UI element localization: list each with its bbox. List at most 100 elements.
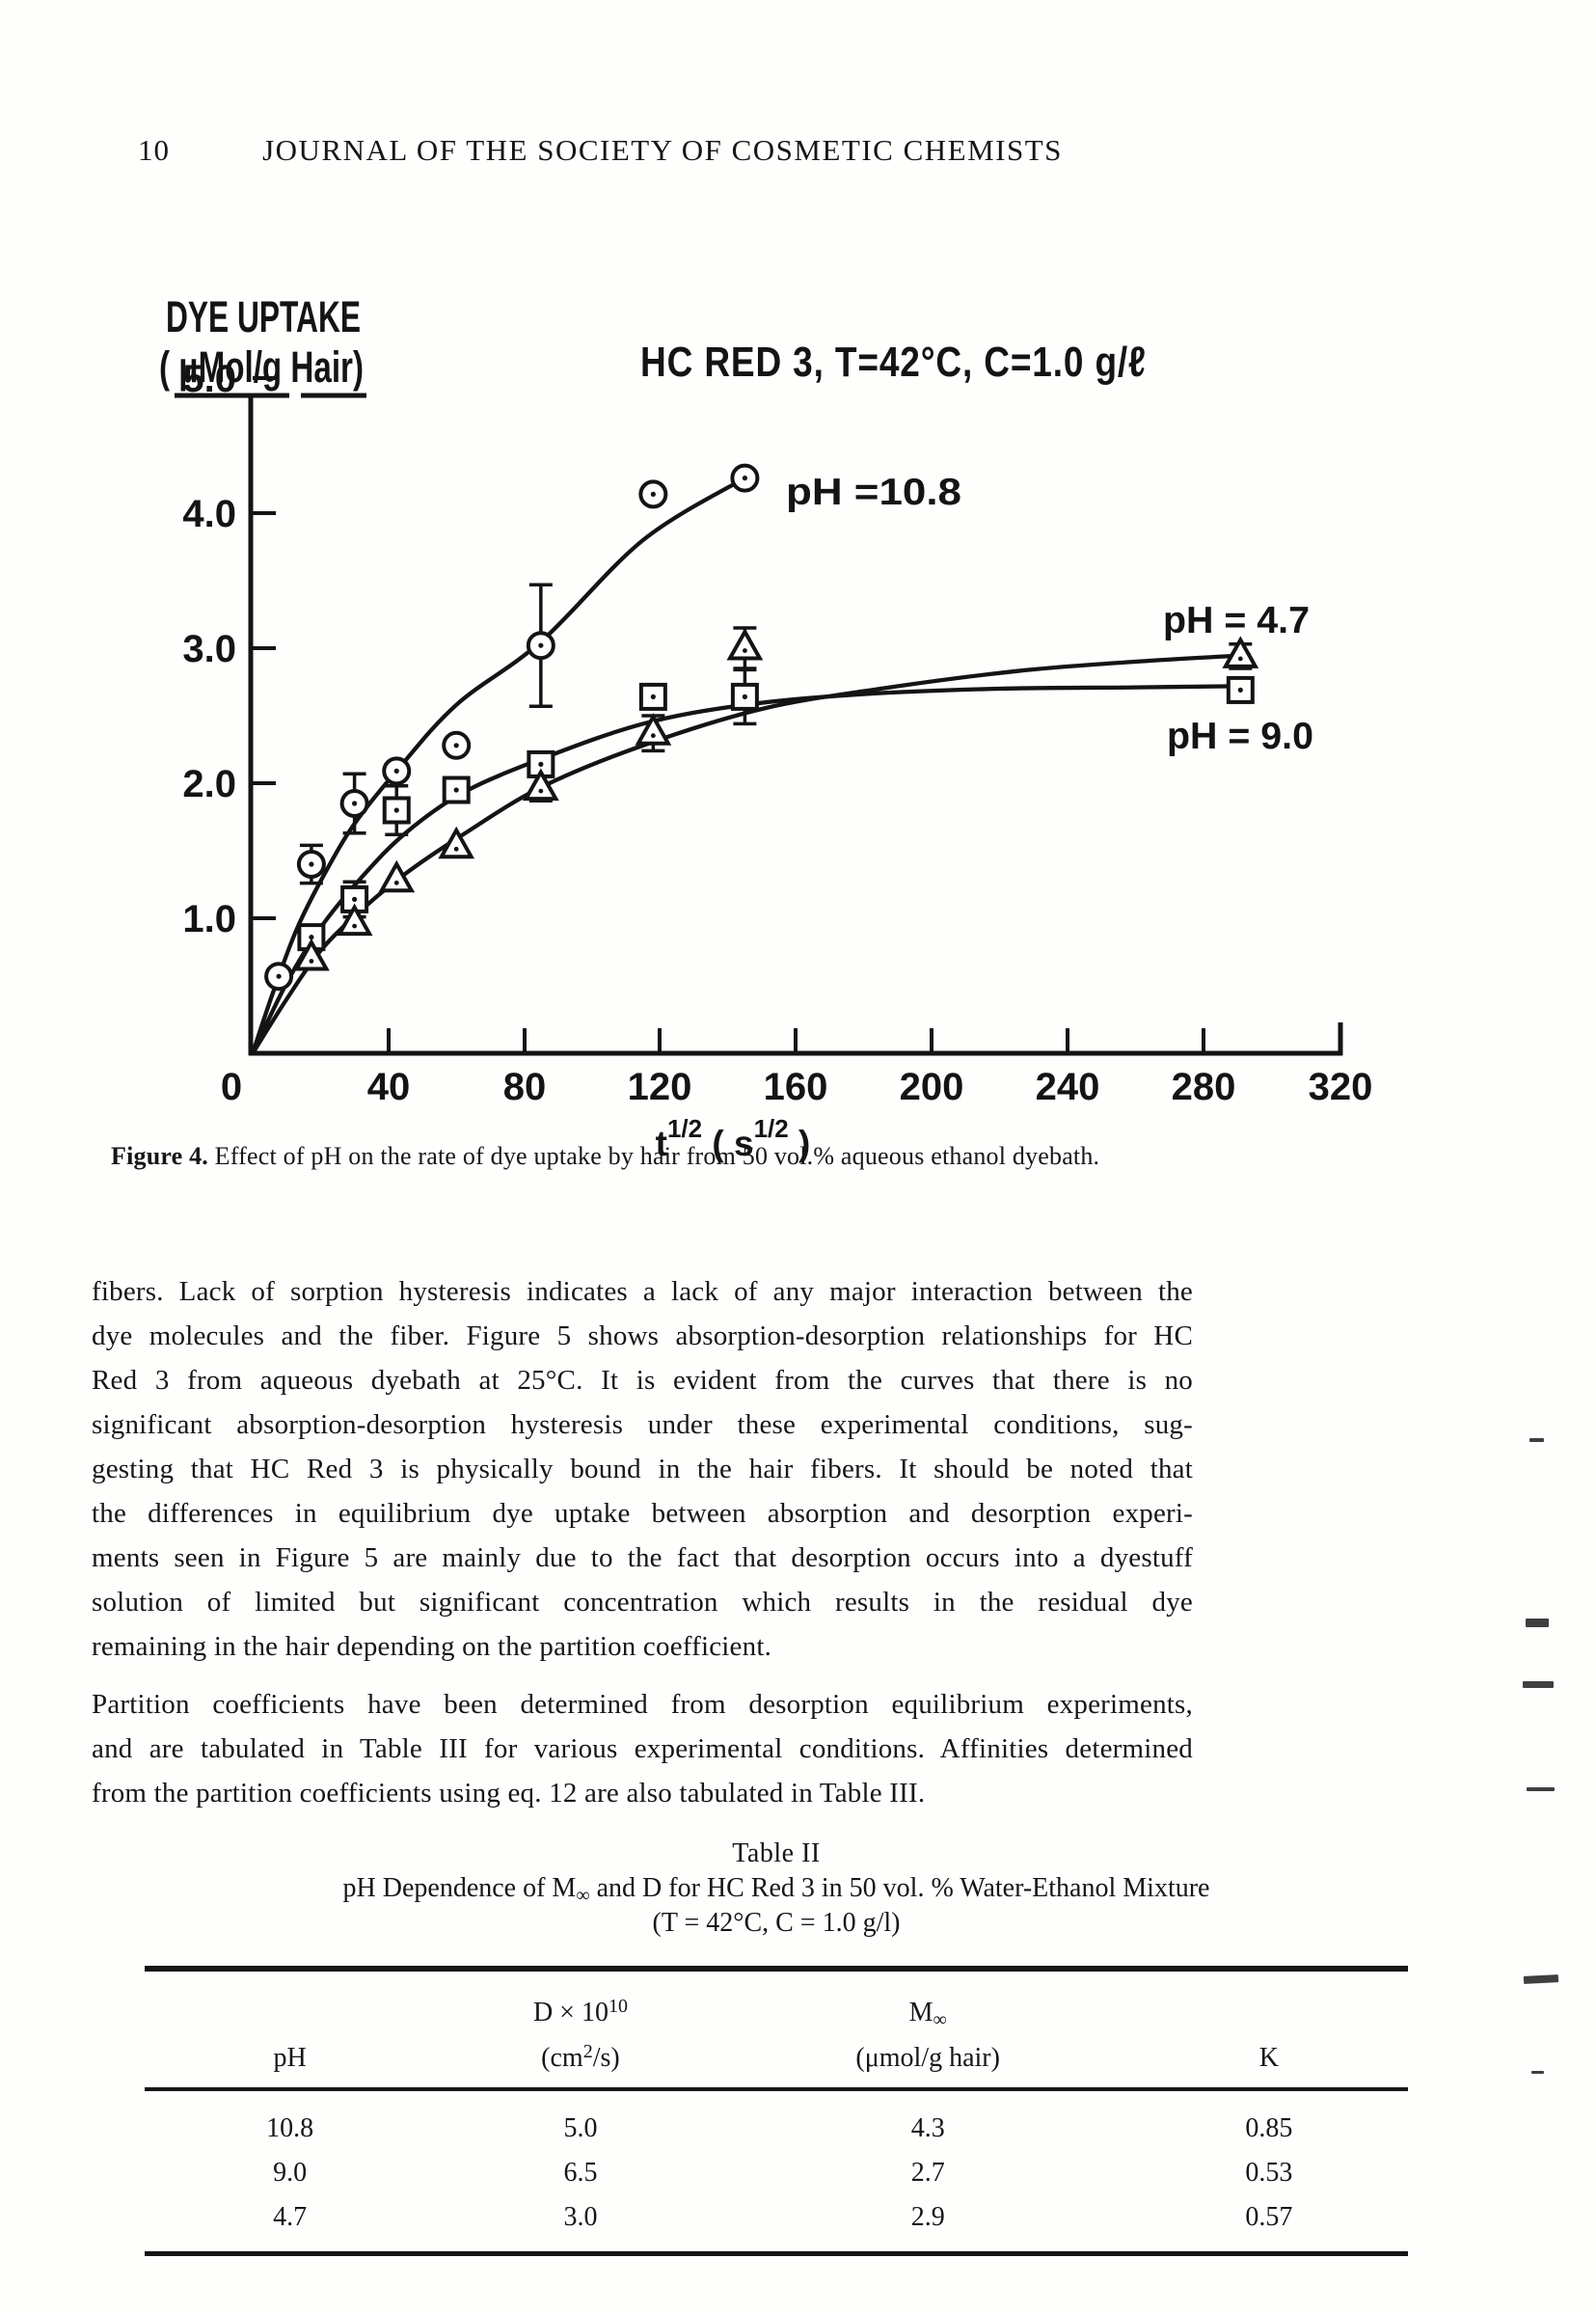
table-body: 10.8 5.0 4.3 0.85 9.0 6.5 2.7 0.53 4.7 3… xyxy=(145,2091,1408,2251)
y-axis-title-line1: DYE UPTAKE xyxy=(166,292,361,341)
marker-triangle xyxy=(635,713,672,746)
curve-pH-4.7 xyxy=(251,652,1252,1055)
y-axis-title-line2: ( μMol/g Hair) xyxy=(159,342,364,392)
x-axis-title: t1/2 ( s1/2 ) xyxy=(656,1114,811,1163)
table-row: 4.7 3.0 2.9 0.57 xyxy=(145,2195,1408,2240)
table-row: 9.0 6.5 2.7 0.53 xyxy=(145,2151,1408,2195)
table-header-row: pH D × 1010 (cm2/s) M∞ (μmol/g hair) K xyxy=(145,1972,1408,2087)
scan-artifact xyxy=(1526,1619,1549,1627)
paragraph-line: the differences in equilibrium dye uptak… xyxy=(92,1498,1193,1529)
marker-circle xyxy=(382,756,412,786)
marker-circle xyxy=(339,789,369,818)
paragraph-line: solution of limited but significant conc… xyxy=(92,1587,1193,1618)
paragraph-line: Red 3 from aqueous dyebath at 25°C. It i… xyxy=(92,1365,1193,1396)
table-2-subtitle-post: and D for HC Red 3 in 50 vol. % Water-Et… xyxy=(589,1873,1210,1903)
paragraph-line: significant absorption-desorption hyster… xyxy=(92,1409,1193,1440)
table-row: 10.8 5.0 4.3 0.85 xyxy=(145,2107,1408,2151)
marker-triangle xyxy=(726,627,764,661)
table-rule-top xyxy=(145,1966,1408,1972)
column-header-ph-label: pH xyxy=(273,2043,307,2073)
column-header-m-line1: M∞ xyxy=(908,1998,947,2030)
y-tick-label-1: 1.0 xyxy=(182,898,236,940)
annotation-ph-10-8: pH =10.8 xyxy=(786,472,961,513)
x-tick-label-0: 0 xyxy=(221,1066,242,1108)
marker-triangle xyxy=(1222,636,1259,668)
y-tick-label-3: 3.0 xyxy=(182,628,236,670)
figure-caption-label: Figure 4. xyxy=(111,1142,208,1170)
marker-square xyxy=(442,776,471,804)
table-2: Table II pH Dependence of M∞ and D for H… xyxy=(145,1838,1408,2256)
scan-artifact xyxy=(1523,1681,1554,1688)
column-header-d-units: (cm2/s) xyxy=(541,2041,620,2073)
scan-artifact xyxy=(1523,1974,1559,1984)
paragraph-2: Partition coefficients have been determi… xyxy=(92,1682,1193,1815)
scan-artifact xyxy=(1531,2071,1544,2074)
chart-plot-area xyxy=(250,463,1259,1055)
marker-square xyxy=(1226,675,1255,704)
table-2-condition: (T = 42°C, C = 1.0 g/l) xyxy=(652,1908,901,1938)
cell-k: 0.85 xyxy=(1245,2113,1293,2143)
paragraph-line: fibers. Lack of sorption hysteresis indi… xyxy=(92,1276,1193,1307)
column-header-ph: pH xyxy=(145,1987,435,2078)
scan-artifact xyxy=(1529,1438,1544,1442)
x-tick-label-80: 80 xyxy=(503,1066,547,1108)
paragraph-line: ments seen in Figure 5 are mainly due to… xyxy=(92,1542,1193,1573)
cell-m: 2.7 xyxy=(910,2158,945,2188)
x-tick-label-160: 160 xyxy=(764,1066,828,1108)
page-number: 10 xyxy=(138,133,170,167)
cell-ph: 4.7 xyxy=(273,2202,308,2232)
cell-m: 2.9 xyxy=(910,2202,945,2232)
marker-triangle xyxy=(438,826,475,859)
y-tick-label-2: 2.0 xyxy=(182,763,236,805)
marker-circle xyxy=(638,479,668,509)
table-2-subtitle: pH Dependence of M∞ and D for HC Red 3 i… xyxy=(145,1873,1408,1908)
paragraph-line: and are tabulated in Table III for vario… xyxy=(92,1733,1193,1764)
annotation-ph-9-0: pH = 9.0 xyxy=(1167,716,1313,757)
marker-circle xyxy=(264,962,294,992)
paragraph-1: fibers. Lack of sorption hysteresis indi… xyxy=(92,1269,1193,1669)
cell-d: 3.0 xyxy=(563,2202,598,2232)
x-tick-label-240: 240 xyxy=(1036,1066,1100,1108)
cell-k: 0.53 xyxy=(1245,2158,1293,2188)
cell-m: 4.3 xyxy=(910,2113,945,2143)
table-rule-header xyxy=(145,2087,1408,2091)
column-header-k-label: K xyxy=(1258,2043,1279,2073)
column-header-k: K xyxy=(1130,1987,1408,2078)
y-tick-label-5: 5.0 xyxy=(182,358,236,400)
paragraph-line: gesting that HC Red 3 is physically boun… xyxy=(92,1454,1193,1484)
figure-caption-text: Effect of pH on the rate of dye uptake b… xyxy=(207,1142,1100,1170)
column-header-m-units: (μmol/g hair) xyxy=(855,2043,1000,2073)
chart-title: HC RED 3, T=42°C, C=1.0 g/ℓ xyxy=(640,339,1147,386)
x-tick-label-120: 120 xyxy=(628,1066,692,1108)
table-2-title: Table II xyxy=(732,1838,821,1868)
annotation-ph-4-7: pH = 4.7 xyxy=(1163,600,1310,641)
column-header-d: D × 1010 (cm2/s) xyxy=(435,1987,725,2078)
x-tick-label-280: 280 xyxy=(1172,1066,1236,1108)
marker-triangle xyxy=(522,768,559,802)
cell-d: 5.0 xyxy=(563,2113,598,2143)
table-2-subtitle-pre: pH Dependence of M xyxy=(342,1873,577,1903)
table-rule-bottom xyxy=(145,2251,1408,2256)
marker-triangle xyxy=(336,903,373,937)
marker-square xyxy=(382,796,411,825)
paragraph-line: Partition coefficients have been determi… xyxy=(92,1689,1193,1720)
marker-circle xyxy=(296,850,326,879)
table-2-subtitle-sub: ∞ xyxy=(576,1885,590,1906)
marker-circle xyxy=(526,631,555,661)
journal-title: JOURNAL OF THE SOCIETY OF COSMETIC CHEMI… xyxy=(262,133,1063,167)
cell-k: 0.57 xyxy=(1245,2202,1293,2232)
marker-circle xyxy=(442,730,472,760)
column-header-d-line1: D × 1010 xyxy=(532,1996,628,2027)
figure4-chart: DYE UPTAKE ( μMol/g Hair) HC RED 3, T=42… xyxy=(159,292,1372,1163)
marker-triangle xyxy=(378,859,416,893)
cell-d: 6.5 xyxy=(563,2158,598,2188)
x-tick-label-200: 200 xyxy=(900,1066,964,1108)
figure-caption: Figure 4. Effect of pH on the rate of dy… xyxy=(111,1142,1191,1171)
cell-ph: 10.8 xyxy=(266,2113,314,2143)
y-tick-label-4: 4.0 xyxy=(182,493,236,535)
paragraph-line: dye molecules and the fiber. Figure 5 sh… xyxy=(92,1320,1193,1351)
marker-circle xyxy=(730,463,760,493)
cell-ph: 9.0 xyxy=(273,2158,308,2188)
paragraph-line: remaining in the hair depending on the p… xyxy=(92,1631,772,1662)
